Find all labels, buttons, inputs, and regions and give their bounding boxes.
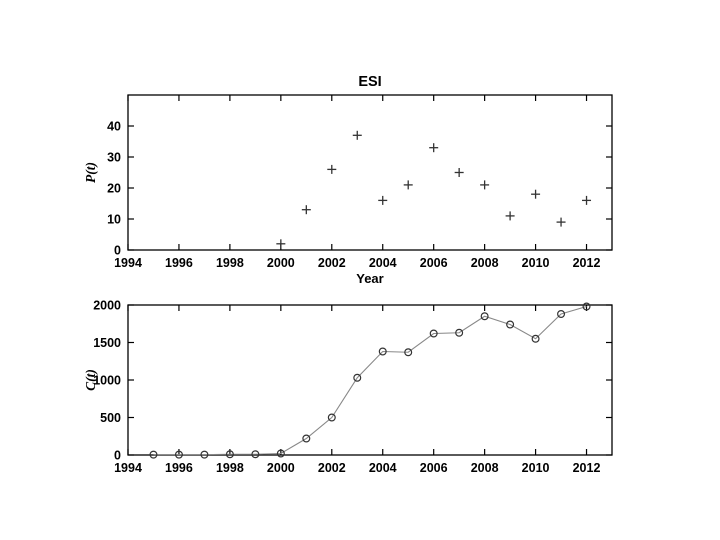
- top-plot-ytick-label: 20: [107, 182, 121, 196]
- top-plot-xtick-label: 2010: [522, 256, 550, 270]
- top-plot-marker-plus: [582, 195, 592, 205]
- bottom-plot-marker-circle: [582, 302, 591, 311]
- top-plot-marker-plus: [480, 180, 490, 190]
- bottom-plot-marker-circle: [225, 450, 234, 459]
- bottom-plot-marker-circle: [149, 450, 158, 459]
- top-plot-title: ESI: [358, 74, 381, 90]
- top-plot-xtick-label: 2008: [471, 256, 499, 270]
- top-plot-marker-plus: [429, 143, 439, 153]
- bottom-plot-xtick-label: 1994: [114, 461, 142, 475]
- bottom-plot-xtick-label: 2002: [318, 461, 346, 475]
- top-plot-xtick-label: 2000: [267, 256, 295, 270]
- bottom-plot-marker-circle: [506, 320, 515, 329]
- bottom-plot-marker-circle: [174, 450, 183, 459]
- bottom-plot-xtick-label: 2006: [420, 461, 448, 475]
- top-plot-ytick-label: 0: [114, 244, 121, 258]
- bottom-plot-xtick-label: 2000: [267, 461, 295, 475]
- top-plot-marker-plus: [276, 239, 286, 249]
- top-plot-marker-plus: [301, 205, 311, 215]
- bottom-plot-marker-circle: [302, 434, 311, 443]
- bottom-plot-axes-box: [127, 304, 613, 456]
- top-plot-ytick-label: 10: [107, 213, 121, 227]
- top-plot-xtick-label: 2012: [573, 256, 601, 270]
- top-plot-marker-plus: [327, 164, 337, 174]
- top-plot-xlabel: Year: [356, 271, 383, 286]
- top-plot: 1994 1996 1998 2000 2002 2004 2006 2008 2010 2012…: [83, 74, 613, 286]
- bottom-plot-marker-circle: [327, 413, 336, 422]
- bottom-plot-marker-circle: [404, 348, 413, 357]
- bottom-plot-xtick-label: 1998: [216, 461, 244, 475]
- bottom-plot-marker-circle: [251, 450, 260, 459]
- bottom-plot-marker-circle: [557, 310, 566, 319]
- bottom-plot-marker-circle: [378, 347, 387, 356]
- bottom-plot-marker-circle: [455, 328, 464, 337]
- top-plot-marker-plus: [403, 180, 413, 190]
- bottom-plot-ytick-label: 2000: [93, 299, 121, 313]
- bottom-plot: 1994 1996 1998 2000 2002 2004 2006 2008 2010 2012…: [83, 299, 613, 475]
- bottom-plot-marker-circle: [531, 334, 540, 343]
- top-plot-xtick-label: 1994: [114, 256, 142, 270]
- bottom-plot-marker-circle: [429, 329, 438, 338]
- bottom-plot-marker-circle: [353, 373, 362, 382]
- top-plot-ytick-label: 30: [107, 151, 121, 165]
- top-plot-marker-plus: [556, 217, 566, 227]
- bottom-plot-series-line: [153, 305, 587, 456]
- bottom-plot-xtick-label: 2004: [369, 461, 397, 475]
- top-plot-xtick-label: 2006: [420, 256, 448, 270]
- top-plot-ytick-label: 40: [107, 120, 121, 134]
- top-plot-xtick-label: 1996: [165, 256, 193, 270]
- bottom-plot-marker-circle: [480, 312, 489, 321]
- top-plot-xtick-label: 2004: [369, 256, 397, 270]
- bottom-plot-ytick-label: 1000: [93, 374, 121, 388]
- bottom-plot-ytick-label: 0: [114, 449, 121, 463]
- top-plot-marker-plus: [531, 189, 541, 199]
- bottom-plot-ylabel: C(t): [83, 369, 98, 391]
- bottom-plot-ytick-label: 500: [100, 411, 121, 425]
- top-plot-axes-box: [127, 94, 613, 251]
- top-plot-marker-plus: [378, 195, 388, 205]
- top-plot-marker-plus: [352, 130, 362, 140]
- top-plot-xtick-label: 1998: [216, 256, 244, 270]
- bottom-plot-marker-circle: [200, 450, 209, 459]
- top-plot-xtick-label: 2002: [318, 256, 346, 270]
- bottom-plot-xtick-label: 2010: [522, 461, 550, 475]
- top-plot-marker-plus: [505, 211, 515, 221]
- top-plot-marker-plus: [454, 168, 464, 177]
- bottom-plot-xtick-label: 1996: [165, 461, 193, 475]
- bottom-plot-xtick-label: 2012: [573, 461, 601, 475]
- bottom-plot-xtick-label: 2008: [471, 461, 499, 475]
- bottom-plot-marker-circle: [276, 449, 285, 458]
- top-plot-ylabel: P(t): [83, 162, 98, 183]
- bottom-plot-ytick-label: 1500: [93, 336, 121, 350]
